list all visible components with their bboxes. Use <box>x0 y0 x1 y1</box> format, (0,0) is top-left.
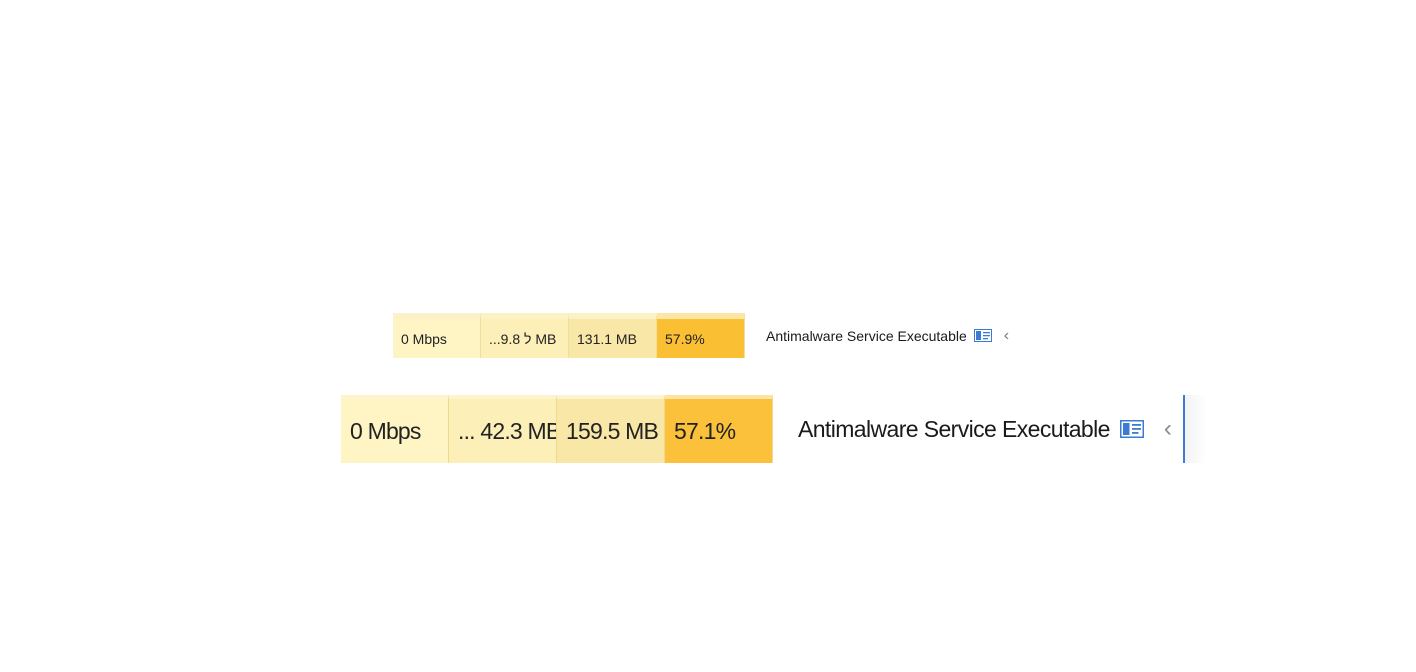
memory-cell: 131.1 MB <box>569 313 657 358</box>
network-cell: 0 Mbps <box>341 395 449 463</box>
details-pane-icon[interactable] <box>973 329 992 342</box>
process-name-group[interactable]: Antimalware Service Executable ‹ <box>798 395 1172 463</box>
memory-cell: 159.5 MB <box>557 395 665 463</box>
cpu-cell: 57.1% <box>665 395 773 463</box>
process-row-small[interactable]: 0 Mbps ...ל 9.8 MB 131.1 MB 57.9% Antima… <box>393 313 1009 358</box>
cpu-cell: 57.9% <box>657 313 745 358</box>
process-row-large[interactable]: 0 Mbps ... 42.3 MB 159.5 MB 57.1% Antima… <box>341 395 1208 463</box>
panel-edge <box>1183 395 1208 463</box>
chevron-left-icon[interactable]: ‹ <box>1003 326 1010 344</box>
network-cell: 0 Mbps <box>393 313 481 358</box>
process-name-group[interactable]: Antimalware Service Executable ‹ <box>766 313 1009 358</box>
disk-cell: ...ל 9.8 MB <box>481 313 569 358</box>
process-name: Antimalware Service Executable <box>766 327 967 344</box>
disk-cell: ... 42.3 MB <box>449 395 557 463</box>
chevron-left-icon[interactable]: ‹ <box>1163 415 1172 442</box>
details-pane-icon[interactable] <box>1119 420 1144 438</box>
process-name: Antimalware Service Executable <box>798 415 1110 442</box>
